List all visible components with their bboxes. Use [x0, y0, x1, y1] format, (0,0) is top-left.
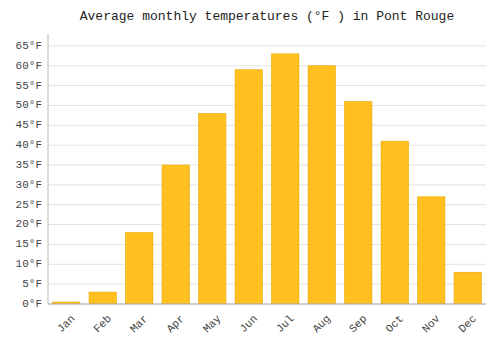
y-tick-label: 35°F — [16, 159, 42, 171]
x-tick-label: Aug — [310, 313, 332, 335]
x-tick-label: Jun — [237, 313, 259, 335]
y-tick-label: 25°F — [16, 199, 42, 211]
bar — [199, 113, 226, 304]
grid-line — [48, 184, 486, 185]
grid-line — [48, 145, 486, 146]
title: Average monthly temperatures (°F ) in Po… — [80, 9, 454, 24]
bar — [235, 70, 262, 304]
bar — [454, 272, 481, 304]
y-tick-label: 0°F — [22, 298, 42, 310]
y-tick-label: 15°F — [16, 238, 42, 250]
x-tick-label: Nov — [420, 312, 443, 335]
bar — [126, 233, 153, 304]
grid-line — [48, 45, 486, 46]
bar — [272, 54, 299, 304]
x-tick-label: Jan — [55, 313, 77, 335]
x-tick-label: Sep — [347, 313, 369, 335]
x-tick-label: Mar — [128, 313, 150, 335]
x-tick-label: Feb — [91, 313, 113, 335]
bars — [53, 54, 482, 304]
x-tick-label: Jul — [274, 313, 296, 335]
y-tick-label: 65°F — [16, 40, 42, 52]
grid-line — [48, 65, 486, 66]
y-tick-label: 20°F — [16, 218, 42, 230]
x-tick-label: Apr — [164, 313, 186, 335]
x-tick-label: Oct — [383, 313, 405, 335]
bar — [162, 165, 189, 304]
x-tick-label: Dec — [456, 313, 478, 335]
y-axis: 0°F 5°F 10°F 15°F 20°F 25°F 30°F 35°F 40°F 45°F 50… — [16, 34, 48, 310]
x-tick-label: May — [201, 312, 224, 335]
bar — [345, 102, 372, 305]
chart-container: Average monthly temperatures (°F ) in Po… — [0, 0, 500, 350]
grid-line — [48, 165, 486, 166]
x-axis: Jan Feb Mar Apr May Jun Jul Aug Sep Oct Nov Dec — [48, 304, 486, 335]
grid-line — [48, 304, 486, 305]
y-axis-line — [48, 34, 49, 304]
page: {"chart_data": {"type": "bar", "title": … — [0, 0, 500, 350]
y-tick-label: 30°F — [16, 179, 42, 191]
bar — [381, 141, 408, 304]
bar — [308, 66, 335, 304]
y-tick-label: 55°F — [16, 80, 42, 92]
bar — [89, 292, 116, 304]
bar — [418, 197, 445, 304]
grid-line — [48, 125, 486, 126]
y-tick-label: 10°F — [16, 258, 42, 270]
y-tick-label: 60°F — [16, 60, 42, 72]
grid-line — [48, 105, 486, 106]
chart: Average monthly temperatures (°F ) in Po… — [0, 0, 500, 350]
y-tick-label: 50°F — [16, 99, 42, 111]
grid — [48, 46, 486, 304]
y-tick-label: 45°F — [16, 119, 42, 131]
grid-line — [48, 85, 486, 86]
y-tick-label: 5°F — [22, 278, 42, 290]
x-axis-line — [48, 304, 486, 305]
y-tick-label: 40°F — [16, 139, 42, 151]
